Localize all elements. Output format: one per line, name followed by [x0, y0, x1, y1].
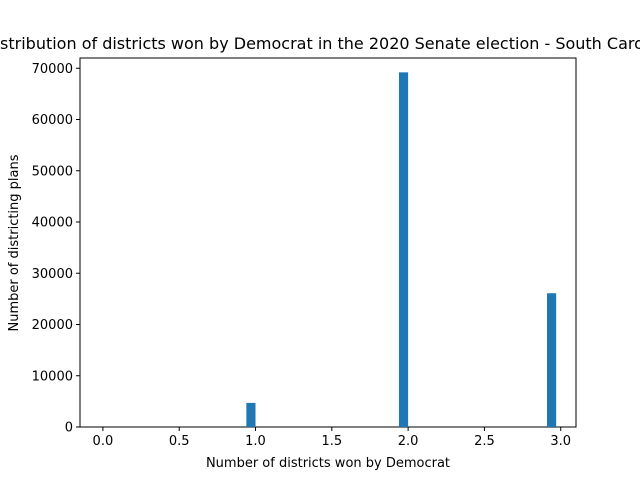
y-tick-label: 60000 [32, 113, 73, 128]
y-tick-label: 20000 [32, 318, 73, 333]
x-tick-label: 0.0 [93, 434, 114, 449]
y-tick-label: 10000 [32, 369, 73, 384]
histogram-bar [547, 293, 557, 427]
y-axis-ticks: 0 10000 20000 30000 40000 50000 60000 70000 [32, 62, 80, 436]
x-axis-ticks: 0.0 0.5 1.0 1.5 2.0 2.5 3.0 [93, 427, 571, 449]
chart-title: Distribution of districts won by Democra… [0, 34, 640, 53]
y-tick-label: 40000 [32, 216, 73, 231]
y-tick-label: 0 [65, 421, 73, 436]
plot-area [79, 57, 577, 428]
y-axis-label: Number of districting plans [7, 154, 22, 331]
histogram-bar [398, 72, 409, 427]
y-tick-label: 30000 [32, 267, 73, 282]
histogram-bar [246, 402, 256, 427]
y-tick-label: 70000 [32, 62, 73, 77]
x-tick-label: 2.0 [398, 434, 419, 449]
bars-group [246, 72, 557, 427]
x-tick-label: 1.0 [245, 434, 266, 449]
x-tick-label: 3.0 [550, 434, 571, 449]
y-tick-label: 50000 [32, 164, 73, 179]
x-axis-label: Number of districts won by Democrat [206, 456, 450, 471]
x-tick-label: 0.5 [169, 434, 190, 449]
x-tick-label: 1.5 [321, 434, 342, 449]
plot-frame [79, 57, 577, 428]
x-tick-label: 2.5 [474, 434, 495, 449]
